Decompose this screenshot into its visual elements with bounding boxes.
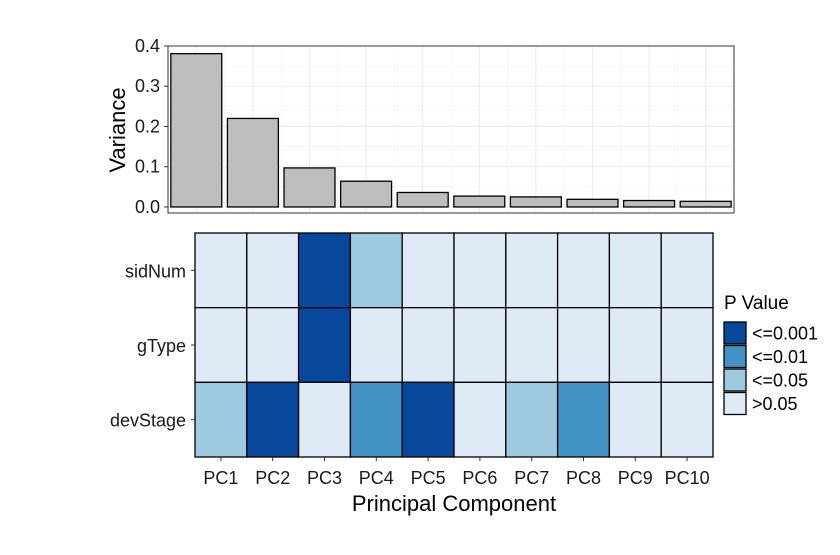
heatmap-x-tick-label: PC3 (307, 468, 342, 488)
legend-label: <=0.001 (752, 324, 818, 344)
heatmap-x-tick-label: PC1 (203, 468, 238, 488)
bar-panel-border (167, 45, 735, 214)
heatmap-x-tick-label: PC10 (665, 468, 710, 488)
variance-bar-pc3 (283, 167, 336, 208)
x-axis-title: Principal Component (352, 491, 556, 516)
heatmap-x-tick-label: PC2 (255, 468, 290, 488)
heatmap-x-tick-label: PC8 (566, 468, 601, 488)
y-axis-title: Variance (105, 87, 130, 172)
heatmap-cell-devstage-pc6 (453, 381, 507, 458)
heatmap-x-tick-label: PC4 (359, 468, 394, 488)
variance-bar-pc6 (453, 195, 506, 208)
heatmap-cells (194, 232, 714, 458)
heatmap-cell-gtype-pc2 (246, 307, 300, 383)
heatmap-cell-sidnum-pc9 (608, 232, 662, 309)
heatmap-cell-gtype-pc7 (505, 307, 559, 383)
heatmap-y-tick-label: sidNum (125, 261, 186, 281)
heatmap-cell-devstage-pc1 (194, 381, 248, 458)
heatmap-cell-sidnum-pc3 (297, 232, 352, 309)
bar-y-tick-label: 0.1 (135, 157, 160, 177)
bar-y-tick-label: 0.0 (135, 197, 160, 217)
heatmap-cell-devstage-pc9 (608, 381, 662, 458)
legend-label: <=0.01 (752, 347, 808, 367)
pvalue-legend: P Value <=0.001 <=0.01 <=0.05 >0.05 (723, 293, 818, 416)
heatmap-cell-sidnum-pc1 (194, 232, 248, 309)
variance-bar-pc8 (566, 198, 619, 208)
heatmap-cell-devstage-pc10 (660, 381, 714, 458)
heatmap-cell-devstage-pc8 (556, 381, 611, 458)
variance-bar-pc4 (339, 180, 393, 208)
heatmap-cell-sidnum-pc7 (505, 232, 559, 309)
legend-swatch (723, 391, 747, 416)
heatmap-cell-devstage-pc5 (401, 381, 455, 458)
legend-label: <=0.05 (752, 371, 808, 391)
heatmap-cell-sidnum-pc8 (556, 232, 611, 309)
heatmap-cell-gtype-pc5 (401, 307, 455, 383)
heatmap-cell-devstage-pc4 (349, 381, 403, 458)
variance-bar-chart: 0.0 0.1 0.2 0.3 0.4 Variance (105, 36, 735, 217)
heatmap-cell-sidnum-pc4 (349, 232, 403, 309)
variance-bar-pc2 (226, 117, 280, 208)
legend-swatch (723, 344, 747, 369)
variance-bar-pc7 (509, 196, 563, 208)
heatmap-y-tick-label: gType (137, 336, 186, 356)
legend-label: >0.05 (752, 394, 798, 414)
heatmap-cell-gtype-pc3 (297, 307, 352, 383)
heatmap-cell-sidnum-pc10 (660, 232, 714, 309)
heatmap-x-tick-label: PC7 (514, 468, 549, 488)
heatmap-cell-devstage-pc3 (297, 381, 352, 458)
heatmap-cell-gtype-pc1 (194, 307, 248, 383)
heatmap-cell-gtype-pc6 (453, 307, 507, 383)
heatmap-cell-gtype-pc4 (349, 307, 403, 383)
variance-bar-pc1 (170, 52, 223, 208)
heatmap-y-tick-label: devStage (110, 411, 186, 431)
heatmap-x-tick-label: PC6 (462, 468, 497, 488)
heatmap-cell-devstage-pc2 (246, 381, 300, 458)
heatmap-cell-gtype-pc10 (660, 307, 714, 383)
heatmap-y-axis-ticks: sidNum gType devStage (110, 261, 195, 431)
legend-swatch (723, 368, 747, 392)
variance-bar-pc9 (622, 199, 676, 208)
bar-marks (170, 52, 732, 208)
heatmap-cell-gtype-pc9 (608, 307, 662, 383)
bar-y-tick-label: 0.4 (135, 36, 160, 56)
heatmap-cell-devstage-pc7 (505, 381, 559, 458)
bar-y-axis-ticks: 0.0 0.1 0.2 0.3 0.4 (135, 36, 168, 217)
heatmap-cell-sidnum-pc6 (453, 232, 507, 309)
heatmap-cell-sidnum-pc5 (401, 232, 455, 309)
heatmap-x-axis-ticks: PC1 PC2 PC3 PC4 PC5 PC6 PC7 PC8 PC9 PC10 (203, 457, 710, 488)
heatmap-x-tick-label: PC5 (411, 468, 446, 488)
variance-bar-pc10 (679, 200, 732, 208)
legend-title: P Value (724, 293, 789, 314)
heatmap-x-tick-label: PC9 (618, 468, 653, 488)
heatmap-cell-gtype-pc8 (556, 307, 611, 383)
bar-y-tick-label: 0.3 (135, 76, 160, 96)
variance-bar-pc5 (396, 191, 449, 208)
heatmap-cell-sidnum-pc2 (246, 232, 300, 309)
legend-swatch (723, 321, 747, 345)
bar-y-tick-label: 0.2 (135, 116, 160, 136)
legend-entries: <=0.001 <=0.01 <=0.05 >0.05 (723, 321, 818, 416)
